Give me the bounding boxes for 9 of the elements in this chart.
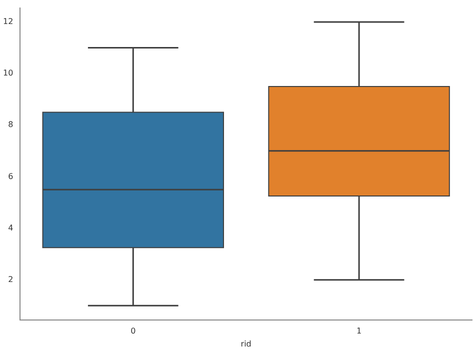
- x-axis-title: rid: [240, 339, 252, 348]
- x-tick-label: 0: [130, 326, 136, 336]
- y-tick-label: 8: [8, 120, 14, 130]
- y-tick-label: 4: [8, 223, 14, 232]
- y-tick-label: 2: [8, 274, 14, 284]
- y-tick-label: 6: [8, 172, 14, 181]
- y-tick-label: 10: [2, 68, 14, 78]
- y-tick-label: 12: [2, 17, 14, 26]
- x-tick-label: 1: [356, 326, 362, 336]
